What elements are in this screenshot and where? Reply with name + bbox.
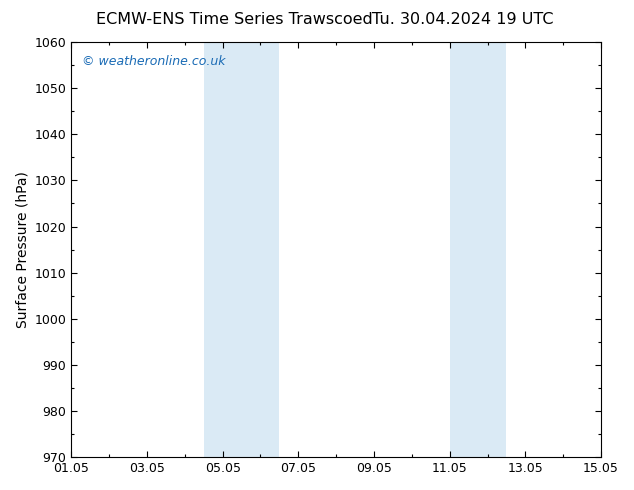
- Bar: [450, 42, 507, 457]
- Text: ECMW-ENS Time Series Trawscoed: ECMW-ENS Time Series Trawscoed: [96, 12, 373, 27]
- Y-axis label: Surface Pressure (hPa): Surface Pressure (hPa): [15, 171, 29, 328]
- Text: © weatheronline.co.uk: © weatheronline.co.uk: [82, 54, 226, 68]
- Text: Tu. 30.04.2024 19 UTC: Tu. 30.04.2024 19 UTC: [372, 12, 553, 27]
- Bar: [204, 42, 280, 457]
